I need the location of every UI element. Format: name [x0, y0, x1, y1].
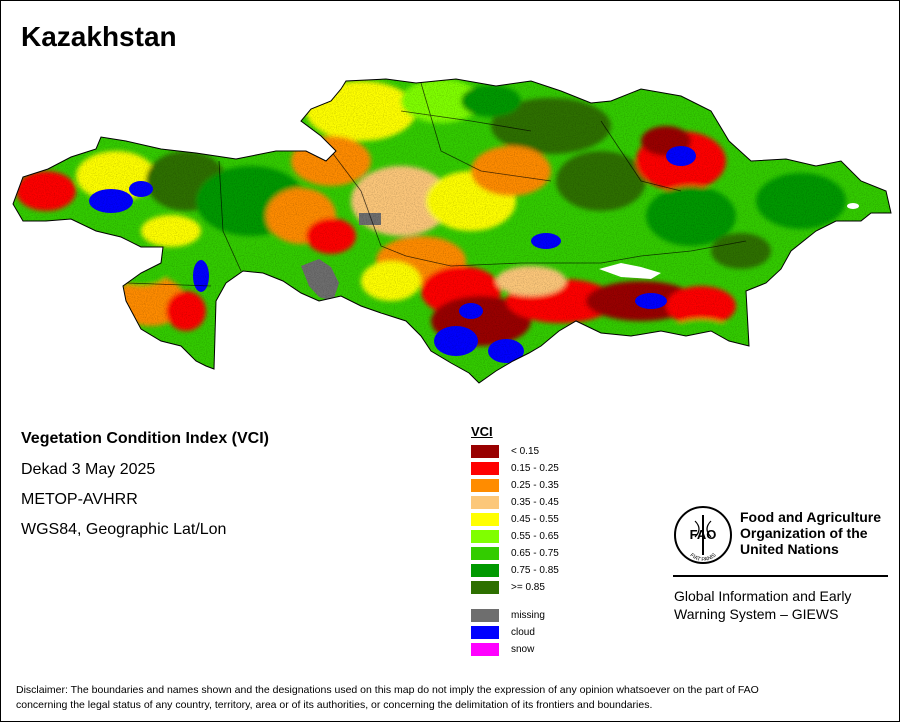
disclaimer: Disclaimer: The boundaries and names sho… — [16, 683, 886, 713]
fao-logo-motto: FIAT PANIS — [689, 552, 718, 563]
legend-label: 0.15 - 0.25 — [511, 462, 559, 474]
other-legend-row: snow — [471, 642, 534, 656]
classes-legend-row: 0.65 - 0.75 — [471, 546, 559, 560]
country-outline — [12, 78, 892, 384]
fao-organization-name: Food and Agriculture Organization of the… — [740, 509, 890, 557]
product-title: Vegetation Condition Index (VCI) — [21, 430, 269, 447]
fao-logo-text: FAO — [690, 527, 717, 542]
legend-title: VCI — [471, 424, 493, 439]
legend-swatch — [471, 563, 499, 577]
classes-legend-row: 0.55 - 0.65 — [471, 529, 559, 543]
legend-label: 0.45 - 0.55 — [511, 513, 559, 525]
legend-swatch — [471, 580, 499, 594]
fao-name-line-2: Organization of the — [740, 525, 868, 541]
legend-swatch — [471, 495, 499, 509]
classes-legend-row: 0.75 - 0.85 — [471, 563, 559, 577]
fao-divider — [673, 575, 888, 577]
legend-swatch — [471, 444, 499, 458]
classes-legend-row: 0.15 - 0.25 — [471, 461, 559, 475]
legend-label: 0.75 - 0.85 — [511, 564, 559, 576]
dekad-label: Dekad 3 May 2025 — [21, 461, 156, 478]
legend-label: 0.35 - 0.45 — [511, 496, 559, 508]
legend-swatch — [471, 546, 499, 560]
legend-label: snow — [511, 643, 535, 655]
classes-legend-row: 0.45 - 0.55 — [471, 512, 559, 526]
fao-logo: FAO FIAT PANIS — [674, 506, 732, 564]
other-legend-row: missing — [471, 608, 545, 622]
fao-name-line-1: Food and Agriculture — [740, 509, 882, 525]
legend-label: 0.25 - 0.35 — [511, 479, 559, 491]
fao-name-line-3: United Nations — [740, 541, 839, 557]
legend-label: 0.65 - 0.75 — [511, 547, 559, 559]
legend-swatch — [471, 478, 499, 492]
classes-legend-row: >= 0.85 — [471, 580, 545, 594]
legend-label: missing — [511, 609, 545, 621]
other-legend-row: cloud — [471, 625, 535, 639]
classes-legend-row: < 0.15 — [471, 444, 539, 458]
disclaimer-line-2: concerning the legal status of any count… — [16, 699, 653, 711]
vci-map — [12, 78, 892, 384]
legend-label: 0.55 - 0.65 — [511, 530, 559, 542]
legend-swatch — [471, 608, 499, 622]
giews-line-1: Global Information and Early — [674, 588, 852, 604]
vci-raster — [13, 79, 891, 383]
sensor-label: METOP-AVHRR — [21, 491, 138, 508]
giews-line-2: Warning System – GIEWS — [674, 606, 839, 622]
legend-swatch — [471, 512, 499, 526]
legend-swatch — [471, 642, 499, 656]
legend-label: >= 0.85 — [511, 581, 545, 593]
legend-label: cloud — [511, 626, 535, 638]
legend-label: < 0.15 — [511, 445, 540, 457]
legend-swatch — [471, 461, 499, 475]
projection-label: WGS84, Geographic Lat/Lon — [21, 521, 227, 538]
legend-swatch — [471, 625, 499, 639]
legend-swatch — [471, 529, 499, 543]
giews-label: Global Information and Early Warning Sys… — [674, 587, 889, 623]
disclaimer-line-1: Disclaimer: The boundaries and names sho… — [16, 684, 759, 696]
classes-legend-row: 0.25 - 0.35 — [471, 478, 559, 492]
classes-legend-row: 0.35 - 0.45 — [471, 495, 559, 509]
country-title: Kazakhstan — [21, 21, 177, 52]
